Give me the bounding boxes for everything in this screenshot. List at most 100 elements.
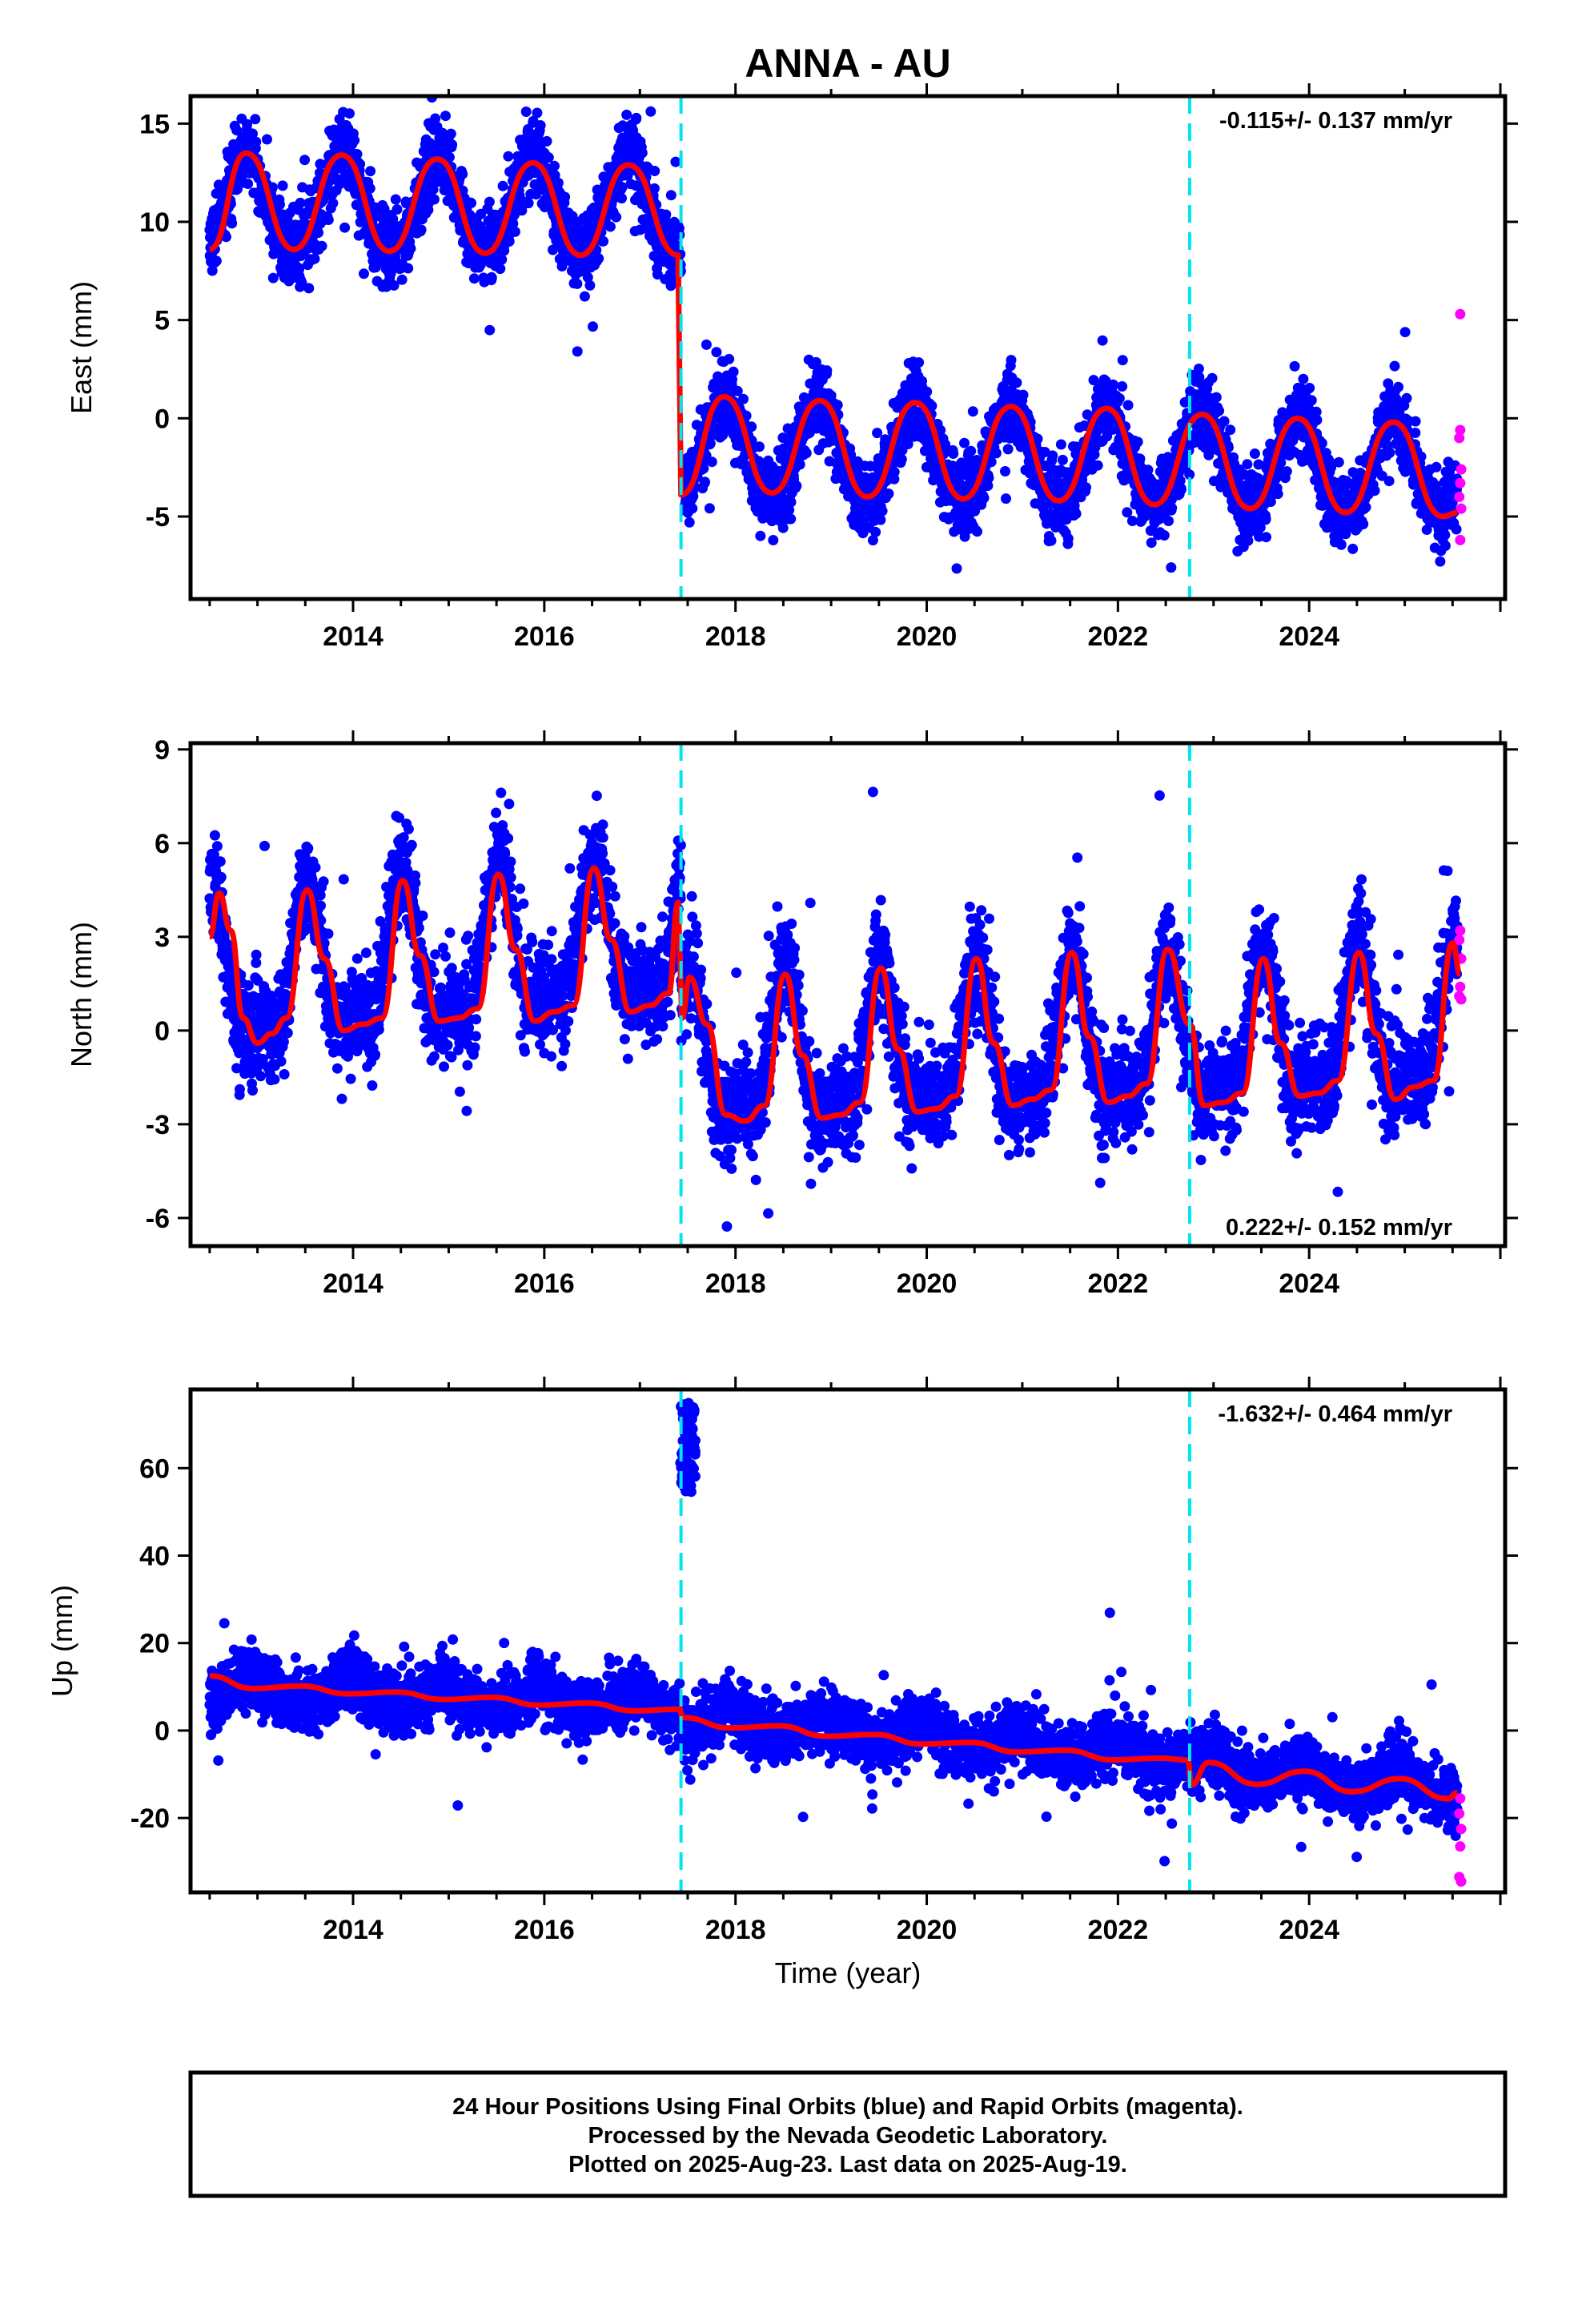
- data-point: [552, 177, 564, 188]
- data-point: [611, 211, 622, 223]
- data-point: [1163, 516, 1174, 526]
- data-point: [250, 114, 261, 125]
- data-point: [548, 244, 558, 255]
- data-point: [1272, 489, 1283, 500]
- rapid-point: [1455, 424, 1466, 436]
- east-rapid-orbit-points: [1454, 308, 1467, 545]
- data-point: [972, 526, 982, 537]
- x-tick-label: 2014: [323, 621, 383, 652]
- data-point: [883, 489, 894, 499]
- data-point: [535, 120, 546, 131]
- data-point: [636, 147, 648, 159]
- rapid-point: [1454, 491, 1465, 502]
- data-point: [390, 194, 401, 205]
- data-point: [520, 107, 532, 117]
- data-point: [704, 503, 715, 514]
- data-point: [309, 253, 320, 264]
- data-point: [785, 497, 797, 508]
- data-point: [1211, 392, 1222, 403]
- data-point: [560, 191, 571, 203]
- data-point: [1219, 416, 1230, 427]
- data-point: [1298, 373, 1309, 384]
- data-point: [579, 291, 590, 302]
- data-point: [700, 476, 710, 488]
- data-point: [631, 112, 642, 123]
- data-point: [1174, 475, 1186, 486]
- x-tick-label: 2024: [1279, 621, 1339, 652]
- data-point: [810, 356, 821, 368]
- data-point: [1242, 459, 1253, 470]
- data-point: [724, 353, 735, 364]
- data-point: [508, 218, 519, 229]
- data-point: [889, 466, 900, 477]
- data-point: [738, 393, 749, 404]
- data-point: [1117, 381, 1128, 392]
- x-tick-label: 2022: [1088, 621, 1149, 652]
- data-point: [251, 957, 262, 968]
- data-point: [728, 366, 739, 377]
- data-point: [1243, 535, 1254, 546]
- data-point: [215, 856, 226, 867]
- data-point: [468, 273, 480, 284]
- east-frame: [188, 94, 1508, 601]
- data-point: [1399, 327, 1411, 338]
- data-point: [706, 456, 717, 468]
- data-point: [1122, 400, 1134, 411]
- x-tick-label: 2020: [897, 621, 958, 652]
- data-point: [295, 197, 306, 208]
- data-point: [208, 849, 219, 860]
- data-point: [1347, 543, 1359, 554]
- data-point: [665, 190, 677, 201]
- data-point: [1410, 416, 1421, 427]
- data-point: [444, 151, 455, 163]
- data-point: [640, 74, 651, 84]
- data-point: [1384, 447, 1395, 458]
- y-tick-label: 10: [139, 207, 170, 238]
- data-point: [794, 459, 805, 470]
- east-rate-label: -0.115+/- 0.137 mm/yr: [1219, 108, 1452, 134]
- data-point: [509, 226, 520, 237]
- data-point: [1253, 459, 1264, 470]
- data-point: [243, 980, 254, 991]
- figure-title: ANNA - AU: [745, 41, 950, 86]
- data-point: [921, 386, 933, 397]
- data-point: [1055, 439, 1066, 450]
- data-point: [486, 272, 497, 283]
- data-point: [313, 227, 324, 238]
- data-point: [247, 128, 258, 139]
- data-point: [405, 243, 416, 254]
- data-point: [1311, 406, 1322, 417]
- data-point: [777, 432, 789, 444]
- data-point: [652, 269, 663, 280]
- data-point: [1134, 453, 1146, 464]
- data-point: [865, 460, 876, 472]
- data-point: [247, 1085, 258, 1096]
- data-point: [1006, 355, 1017, 366]
- data-point: [267, 272, 279, 283]
- data-point: [785, 513, 797, 525]
- data-point: [648, 183, 660, 194]
- data-point: [982, 480, 994, 491]
- data-point: [1431, 461, 1442, 472]
- data-point: [966, 445, 977, 456]
- data-point: [365, 166, 376, 177]
- y-tick-label: 5: [155, 306, 170, 336]
- data-point: [299, 155, 311, 166]
- data-point: [1261, 532, 1271, 543]
- data-point: [649, 166, 661, 176]
- data-point: [1001, 493, 1011, 505]
- data-point: [1193, 364, 1204, 374]
- x-tick-label: 2018: [705, 621, 766, 652]
- data-point: [1225, 424, 1236, 436]
- data-point: [242, 119, 253, 130]
- data-point: [1146, 537, 1157, 549]
- data-point: [416, 224, 427, 235]
- data-point: [670, 156, 681, 167]
- data-point: [746, 421, 757, 432]
- data-point: [645, 106, 656, 117]
- data-point: [616, 182, 628, 193]
- data-point: [1289, 360, 1300, 372]
- data-point: [711, 347, 722, 358]
- data-point: [1092, 460, 1103, 471]
- data-point: [727, 374, 737, 385]
